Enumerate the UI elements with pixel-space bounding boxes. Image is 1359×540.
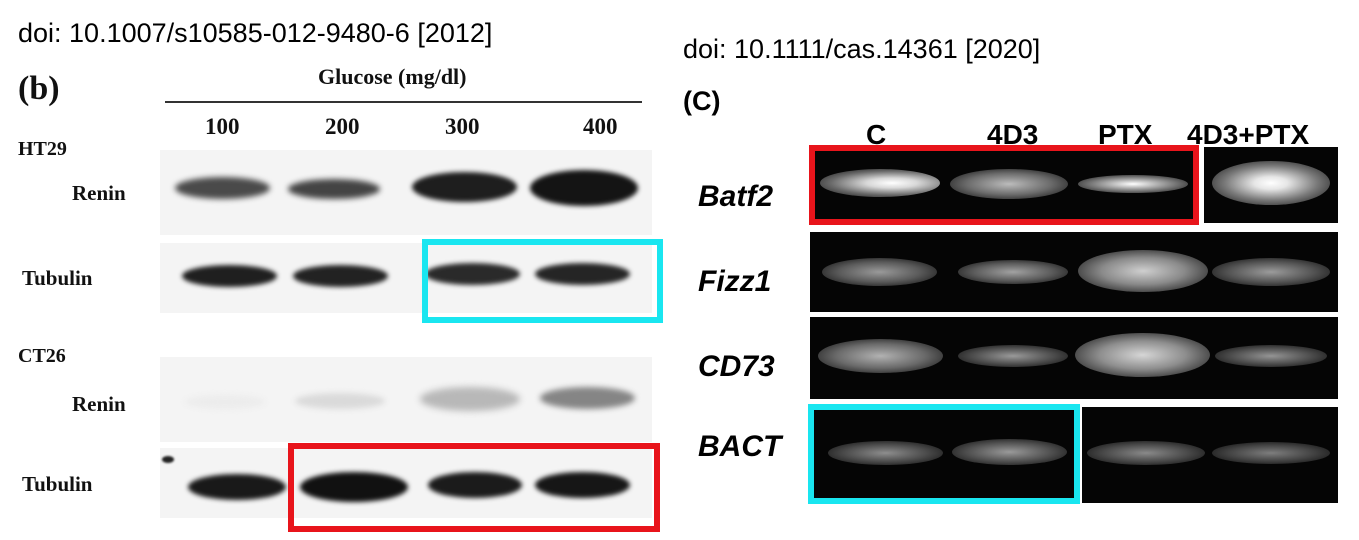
gel-band bbox=[958, 260, 1068, 284]
ct26-tubulin-label: Tubulin bbox=[22, 472, 93, 496]
row-label-fizz1: Fizz1 bbox=[698, 265, 772, 298]
blot-band bbox=[288, 179, 380, 199]
lane-label-200: 200 bbox=[325, 114, 360, 139]
blot-band bbox=[295, 393, 385, 409]
gel-band bbox=[952, 439, 1067, 465]
gel-band bbox=[820, 169, 940, 197]
glucose-header: Glucose (mg/dl) bbox=[318, 64, 467, 89]
row-label-bact: BACT bbox=[698, 430, 782, 463]
blot-band bbox=[535, 472, 630, 498]
left-doi-text: doi: 10.1007/s10585-012-9480-6 [2012] bbox=[18, 18, 493, 48]
blot-band bbox=[188, 474, 286, 500]
lane-label-c: C bbox=[866, 119, 887, 150]
lane-label-100: 100 bbox=[205, 114, 240, 139]
ht29-tubulin-strip bbox=[160, 243, 652, 313]
blot-band bbox=[300, 472, 408, 502]
gel-band bbox=[1212, 258, 1330, 286]
bact-gel-left bbox=[810, 407, 1078, 503]
blot-band bbox=[412, 172, 517, 202]
row-label-batf2: Batf2 bbox=[698, 180, 774, 213]
red-highlight-box-left bbox=[288, 443, 660, 532]
gel-band bbox=[818, 339, 943, 373]
ht29-renin-strip bbox=[160, 150, 652, 235]
lane-label-4d3-ptx: 4D3+PTX bbox=[1187, 119, 1310, 150]
gel-band bbox=[1078, 250, 1208, 292]
lane-label-300: 300 bbox=[445, 114, 480, 139]
blot-band bbox=[425, 263, 520, 285]
lane-label-4d3: 4D3 bbox=[987, 119, 1039, 150]
lane-label-ptx: PTX bbox=[1098, 119, 1153, 150]
cd73-gel bbox=[810, 317, 1338, 399]
cyan-highlight-box-left bbox=[422, 239, 663, 323]
blot-band bbox=[420, 387, 520, 411]
ht29-renin-label: Renin bbox=[72, 181, 126, 205]
gel-band bbox=[1212, 442, 1330, 464]
gel-band bbox=[1075, 333, 1210, 377]
gel-band bbox=[822, 258, 937, 286]
gel-band bbox=[950, 169, 1068, 199]
cell-line-ct26: CT26 bbox=[18, 345, 66, 367]
ht29-tubulin-label: Tubulin bbox=[22, 266, 93, 290]
blot-band bbox=[293, 265, 388, 287]
gel-band bbox=[1212, 161, 1330, 205]
blot-band bbox=[530, 170, 638, 206]
gel-band bbox=[828, 441, 943, 465]
gel-band bbox=[1215, 345, 1327, 367]
cyan-highlight-box-right bbox=[808, 404, 1080, 504]
right-panel-label: (C) bbox=[683, 86, 721, 116]
blot-band bbox=[428, 472, 522, 498]
gel-band bbox=[1087, 441, 1205, 465]
batf2-gel-right bbox=[1204, 147, 1338, 223]
blot-band bbox=[185, 395, 265, 409]
gel-band bbox=[958, 345, 1068, 367]
blot-band bbox=[535, 263, 630, 285]
blot-band bbox=[540, 387, 635, 409]
left-panel-label: (b) bbox=[18, 70, 60, 107]
lane-label-400: 400 bbox=[583, 114, 618, 139]
ct26-renin-label: Renin bbox=[72, 392, 126, 416]
blot-band bbox=[162, 456, 174, 463]
right-doi-text: doi: 10.1111/cas.14361 [2020] bbox=[683, 34, 1041, 64]
blot-band bbox=[182, 265, 277, 287]
gel-band bbox=[1078, 175, 1188, 193]
blot-band bbox=[175, 177, 270, 199]
ct26-tubulin-strip bbox=[160, 448, 652, 518]
bact-gel-right bbox=[1082, 407, 1338, 503]
header-underline bbox=[165, 101, 642, 103]
row-label-cd73: CD73 bbox=[698, 350, 775, 383]
cell-line-ht29: HT29 bbox=[18, 138, 67, 160]
batf2-gel-left bbox=[810, 147, 1196, 223]
fizz1-gel bbox=[810, 232, 1338, 312]
ct26-renin-strip bbox=[160, 357, 652, 442]
red-highlight-box-right bbox=[809, 145, 1199, 225]
